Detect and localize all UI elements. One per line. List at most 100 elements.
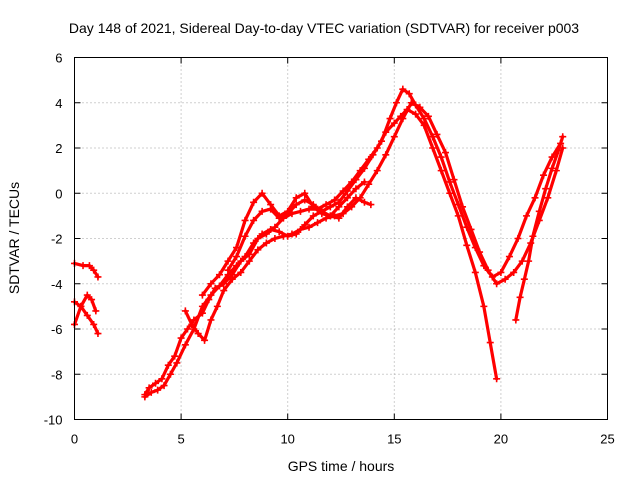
data-point-plus [540, 171, 548, 179]
data-point-plus [85, 262, 93, 270]
data-point-plus [399, 115, 407, 123]
data-point-plus [254, 246, 262, 254]
data-point-plus [510, 268, 518, 276]
series-trace [226, 196, 373, 272]
y-tick-label: -2 [51, 232, 63, 247]
data-point-plus [258, 207, 266, 215]
data-point-plus [258, 189, 266, 197]
data-point-plus [83, 291, 91, 299]
data-point-plus [224, 266, 232, 274]
data-point-plus [220, 287, 228, 295]
x-tick-label: 15 [387, 432, 401, 447]
data-point-plus [279, 232, 287, 240]
data-point-plus [275, 228, 283, 236]
data-point-plus [183, 325, 191, 333]
data-point-plus [305, 205, 313, 213]
data-point-plus [559, 133, 567, 141]
data-point-plus [343, 203, 351, 211]
data-point-plus [373, 167, 381, 175]
data-point-plus [463, 241, 471, 249]
data-point-plus [493, 280, 501, 288]
y-tick-label: 4 [55, 96, 62, 111]
data-point-plus [79, 262, 87, 270]
y-tick-label: -6 [51, 322, 63, 337]
data-point-plus [505, 253, 513, 261]
data-point-plus [512, 316, 520, 324]
data-point-plus [198, 291, 206, 299]
x-tick-label: 25 [600, 432, 614, 447]
data-point-plus [258, 230, 266, 238]
data-point-plus [275, 214, 283, 222]
data-point-plus [405, 90, 413, 98]
data-point-plus [92, 307, 100, 315]
data-point-plus [158, 375, 166, 383]
data-point-plus [267, 225, 275, 233]
data-point-plus [476, 248, 484, 256]
data-point-plus [360, 198, 368, 206]
data-point-plus [326, 203, 334, 211]
y-tick-label: -8 [51, 367, 63, 382]
data-point-plus [367, 201, 375, 209]
series-track-d [141, 106, 501, 399]
data-point-plus [516, 293, 524, 301]
x-tick-label: 20 [494, 432, 508, 447]
axis-ticks: 0 5 10 15 20 25 -10 -8 -6 -4 -2 0 2 4 6 [44, 51, 615, 447]
data-point-plus [188, 320, 196, 328]
data-point-plus [88, 296, 96, 304]
data-point-plus [382, 151, 390, 159]
data-point-plus [171, 352, 179, 360]
series-track-h [224, 194, 375, 274]
data-point-plus [241, 232, 249, 240]
data-point-plus [271, 235, 279, 242]
data-point-plus [360, 178, 368, 186]
data-point-plus [145, 384, 153, 392]
chart-title: Day 148 of 2021, Sidereal Day-to-day VTE… [69, 20, 579, 36]
data-point-plus [77, 302, 85, 310]
data-point-plus [267, 205, 275, 213]
data-point-plus [542, 185, 550, 193]
data-point-plus [424, 112, 432, 120]
data-point-plus [292, 201, 300, 209]
data-point-plus [215, 282, 223, 290]
data-point-plus [90, 320, 98, 328]
data-point-plus [245, 257, 253, 265]
data-point-plus [154, 386, 162, 394]
data-point-plus [305, 223, 313, 231]
data-point-plus [525, 257, 533, 265]
data-point-plus [386, 115, 394, 123]
data-point-plus [433, 130, 441, 138]
y-axis-label: SDTVAR / TECUs [6, 182, 22, 294]
data-point-plus [335, 203, 343, 211]
data-point-plus [309, 212, 317, 220]
data-point-plus [343, 194, 351, 202]
data-point-plus [296, 225, 304, 233]
data-series-group [71, 85, 567, 401]
series-trace [200, 180, 367, 297]
data-point-plus [164, 361, 172, 369]
data-point-plus [166, 370, 174, 378]
data-point-plus [548, 164, 556, 172]
data-point-plus [352, 185, 360, 193]
data-point-plus [554, 146, 562, 154]
data-point-plus [152, 379, 160, 387]
series-track-a [71, 259, 102, 281]
data-point-plus [326, 212, 334, 220]
y-tick-label: -4 [51, 277, 63, 292]
data-point-plus [228, 275, 236, 283]
data-point-plus [484, 266, 492, 274]
data-point-plus [292, 194, 300, 202]
data-point-plus [446, 178, 454, 186]
data-point-plus [335, 214, 343, 222]
data-point-plus [552, 167, 560, 175]
data-point-plus [301, 189, 309, 197]
data-point-plus [301, 196, 309, 204]
data-point-plus [181, 307, 189, 315]
data-point-plus [450, 176, 458, 184]
data-point-plus [493, 375, 501, 383]
series-trace [183, 101, 565, 342]
data-point-plus [407, 99, 415, 107]
data-point-plus [262, 239, 270, 247]
data-point-plus [471, 268, 479, 276]
